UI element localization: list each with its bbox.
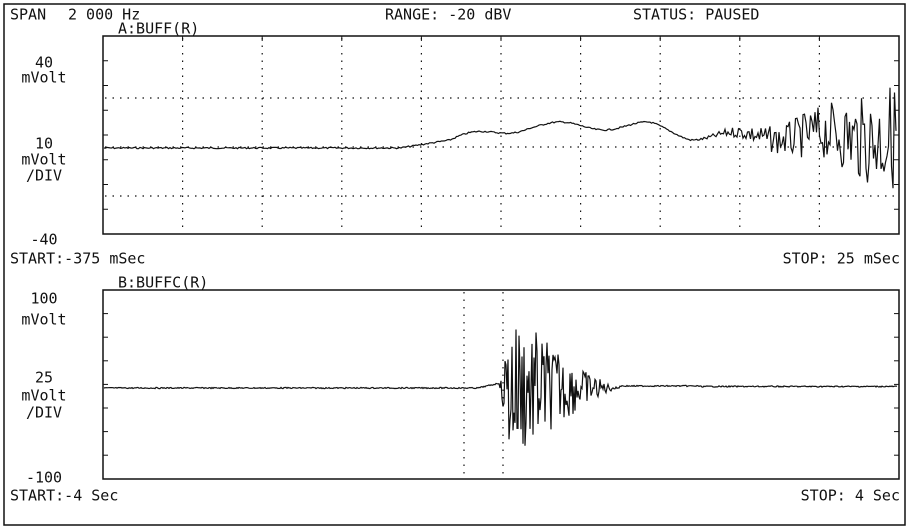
per-div: /DIV (26, 167, 62, 185)
scale-unit: mVolt (21, 151, 66, 169)
span-label: SPAN (10, 6, 46, 24)
scale-value: 25 (35, 369, 53, 387)
waveform (103, 87, 897, 189)
top-unit: mVolt (21, 69, 66, 87)
stop: STOP: 4 Sec (801, 487, 900, 505)
range: RANGE: -20 dBV (385, 6, 511, 24)
top-value: 100 (30, 290, 57, 308)
per-div: /DIV (26, 404, 62, 422)
start: START:-4 Sec (10, 487, 118, 505)
top-unit: mVolt (21, 311, 66, 329)
trace-label: B:BUFFC(R) (118, 274, 208, 292)
trace-label: A:BUFF(R) (118, 20, 199, 38)
span-value: 2 000 Hz (68, 6, 140, 24)
top-value: 40 (35, 54, 53, 72)
waveform (104, 329, 898, 446)
bottom-value: -100 (26, 469, 62, 487)
bottom-value: -40 (30, 231, 57, 249)
outer-frame (3, 3, 906, 526)
scale-unit: mVolt (21, 387, 66, 405)
stop: STOP: 25 mSec (783, 250, 900, 268)
scale-value: 10 (35, 135, 53, 153)
status: STATUS: PAUSED (633, 6, 759, 24)
start: START:-375 mSec (10, 250, 145, 268)
ticks (103, 313, 899, 456)
